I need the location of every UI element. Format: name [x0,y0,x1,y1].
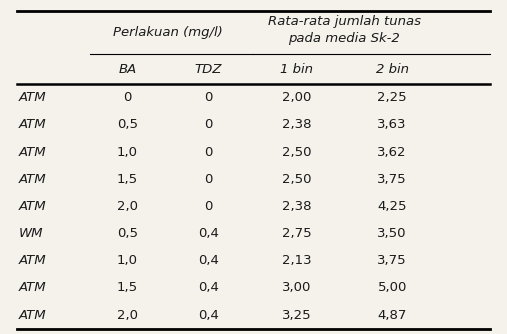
Text: 3,75: 3,75 [377,173,407,186]
Text: 3,75: 3,75 [377,254,407,267]
Text: 0: 0 [204,91,212,104]
Text: 1 bin: 1 bin [280,63,313,76]
Text: Rata-rata jumlah tunas
pada media Sk-2: Rata-rata jumlah tunas pada media Sk-2 [268,15,421,44]
Text: 0: 0 [204,200,212,213]
Text: 0,4: 0,4 [198,254,219,267]
Text: 2,38: 2,38 [281,200,311,213]
Text: ATM: ATM [19,200,47,213]
Text: 0: 0 [204,173,212,186]
Text: 2,00: 2,00 [282,91,311,104]
Text: 0: 0 [123,91,132,104]
Text: 0,5: 0,5 [117,227,138,240]
Text: 0,4: 0,4 [198,282,219,294]
Text: 2,25: 2,25 [377,91,407,104]
Text: 0: 0 [204,119,212,132]
Text: 2 bin: 2 bin [376,63,409,76]
Text: 5,00: 5,00 [378,282,407,294]
Text: ATM: ATM [19,146,47,159]
Text: 3,63: 3,63 [377,119,407,132]
Text: 1,0: 1,0 [117,254,138,267]
Text: 3,25: 3,25 [281,309,311,322]
Text: ATM: ATM [19,282,47,294]
Text: BA: BA [118,63,136,76]
Text: ATM: ATM [19,254,47,267]
Text: 0,4: 0,4 [198,227,219,240]
Text: 2,38: 2,38 [281,119,311,132]
Text: ATM: ATM [19,173,47,186]
Text: 4,25: 4,25 [377,200,407,213]
Text: 3,00: 3,00 [282,282,311,294]
Text: 2,0: 2,0 [117,200,138,213]
Text: WM: WM [19,227,44,240]
Text: 0,5: 0,5 [117,119,138,132]
Text: Perlakuan (mg/l): Perlakuan (mg/l) [113,26,223,39]
Text: 2,50: 2,50 [281,173,311,186]
Text: 3,50: 3,50 [377,227,407,240]
Text: 1,5: 1,5 [117,282,138,294]
Text: ATM: ATM [19,309,47,322]
Text: 1,5: 1,5 [117,173,138,186]
Text: 4,87: 4,87 [378,309,407,322]
Text: 3,62: 3,62 [377,146,407,159]
Text: 2,75: 2,75 [281,227,311,240]
Text: 2,50: 2,50 [281,146,311,159]
Text: ATM: ATM [19,119,47,132]
Text: ATM: ATM [19,91,47,104]
Text: TDZ: TDZ [194,63,222,76]
Text: 2,0: 2,0 [117,309,138,322]
Text: 2,13: 2,13 [281,254,311,267]
Text: 1,0: 1,0 [117,146,138,159]
Text: 0: 0 [204,146,212,159]
Text: 0,4: 0,4 [198,309,219,322]
